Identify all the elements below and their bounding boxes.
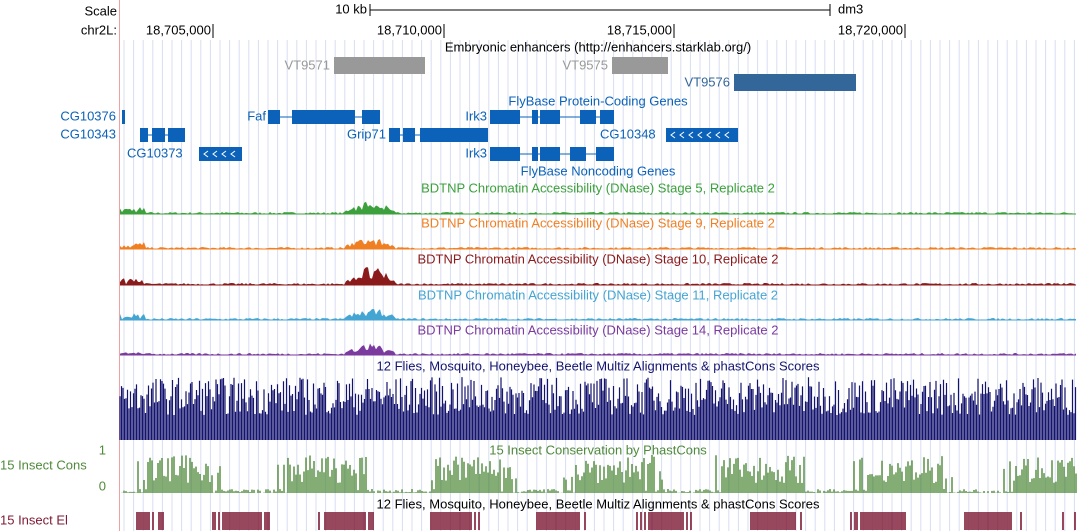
track-title: BDTNP Chromatin Accessibility (DNase) St… — [417, 251, 778, 266]
track-title: FlyBase Protein-Coding Genes — [508, 93, 688, 108]
exon — [666, 128, 738, 142]
position-label: 18,710,000 — [377, 22, 442, 37]
strand-arrow — [230, 150, 236, 158]
position-label: 18,705,000 — [146, 22, 211, 37]
exon — [532, 147, 538, 161]
gene-label: Irk3 — [465, 145, 487, 160]
gene-label: CG10348 — [600, 126, 656, 141]
signal — [120, 343, 1076, 355]
track-title: BDTNP Chromatin Accessibility (DNase) St… — [418, 287, 778, 302]
track-title: BDTNP Chromatin Accessibility (DNase) St… — [417, 322, 778, 337]
axis-label: 1 — [99, 442, 106, 457]
gene-label: Irk3 — [465, 108, 487, 123]
exon — [490, 147, 520, 161]
position-label: 18,715,000 — [607, 22, 672, 37]
exon — [122, 110, 125, 124]
position-label: 18,720,000 — [838, 22, 903, 37]
gene-label: Grip71 — [347, 126, 386, 141]
track-title: Embryonic enhancers (http://enhancers.st… — [445, 39, 751, 54]
exon — [168, 128, 185, 142]
strand-arrow — [203, 150, 209, 158]
side-label: 15 Insect Cons — [0, 457, 87, 472]
exon — [420, 128, 488, 142]
exon — [532, 110, 538, 124]
exon — [140, 128, 148, 142]
exon — [362, 110, 380, 124]
enhancer — [334, 57, 425, 74]
exon — [600, 110, 614, 124]
signal — [120, 201, 1076, 214]
exon — [403, 128, 415, 142]
exon — [292, 110, 355, 124]
exon — [540, 147, 560, 161]
label: Scale — [84, 3, 117, 18]
track-title: BDTNP Chromatin Accessibility (DNase) St… — [421, 215, 775, 230]
gene-label: CG10373 — [127, 145, 183, 160]
strand-arrow — [715, 131, 721, 139]
track-title: FlyBase Noncoding Genes — [521, 163, 676, 178]
label: dm3 — [838, 1, 863, 16]
exon — [596, 147, 614, 161]
enhancer — [734, 74, 856, 91]
track-title: 12 Flies, Mosquito, Honeybee, Beetle Mul… — [377, 358, 820, 373]
enhancer — [612, 57, 668, 74]
gene-label: CG10376 — [60, 108, 116, 123]
signal — [120, 309, 1076, 320]
exon — [152, 128, 165, 142]
axis-label: 0 — [99, 478, 106, 493]
side-label: 15 Insect El — [0, 512, 68, 527]
enhancer-label: VT9576 — [684, 74, 730, 89]
label: chr2L: — [81, 22, 117, 37]
exon — [580, 110, 596, 124]
label: 10 kb — [335, 1, 367, 16]
conserved-elements — [136, 512, 1076, 530]
strand-arrow — [670, 131, 676, 139]
exon — [389, 128, 400, 142]
gene-label: Faf — [247, 108, 266, 123]
exon — [199, 147, 242, 161]
signal — [120, 239, 1076, 249]
enhancer-label: VT9571 — [284, 57, 330, 72]
exon — [570, 147, 586, 161]
strand-arrow — [706, 131, 712, 139]
track-title: BDTNP Chromatin Accessibility (DNase) St… — [421, 180, 775, 195]
track-title: 12 Flies, Mosquito, Honeybee, Beetle Mul… — [377, 496, 820, 511]
exon — [490, 110, 520, 124]
track-title: 15 Insect Conservation by PhastCons — [489, 442, 707, 457]
strand-arrow — [724, 131, 730, 139]
exon — [268, 110, 280, 124]
exon — [540, 110, 560, 124]
conservation-signal — [119, 377, 1077, 440]
strand-arrow — [697, 131, 703, 139]
phastcons-signal — [121, 455, 1077, 493]
enhancer-label: VT9575 — [562, 57, 608, 72]
strand-arrow — [212, 150, 218, 158]
signal — [120, 267, 1076, 285]
strand-arrow — [221, 150, 227, 158]
strand-arrow — [679, 131, 685, 139]
strand-arrow — [688, 131, 694, 139]
gene-label: CG10343 — [60, 126, 116, 141]
